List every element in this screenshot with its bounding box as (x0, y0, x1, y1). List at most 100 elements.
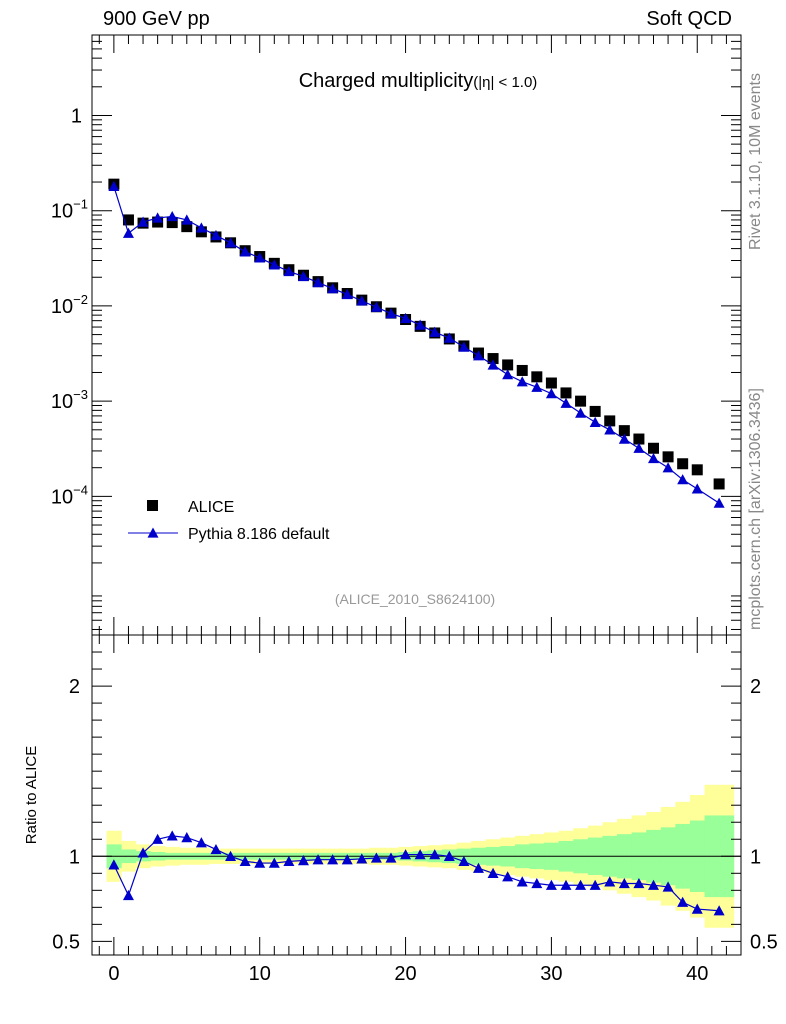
pythia-data-point (152, 212, 164, 223)
pythia-data-point (414, 319, 426, 330)
pythia-data-point (181, 214, 193, 225)
ratio-data-point (297, 855, 309, 866)
pythia-data-point (210, 229, 222, 241)
ratio-data-point (400, 849, 412, 860)
ratio-data-point (225, 850, 237, 861)
ratio-data-point (370, 852, 382, 863)
ratio-data-point (633, 878, 645, 889)
pythia-data-point (560, 397, 572, 408)
ratio-data-point (327, 854, 339, 865)
ratio-data-point (429, 849, 441, 860)
pythia-data-point (137, 216, 149, 227)
ratio-data-point (691, 903, 703, 914)
main-y-tick-exponent: −3 (73, 387, 88, 402)
alice-data-point (487, 353, 499, 365)
ratio-data-point (385, 852, 397, 863)
plot-title-main: Charged multiplicity (299, 70, 474, 92)
pythia-data-point (472, 350, 484, 361)
legend-pythia-marker (147, 527, 159, 538)
ratio-y-tick-label: 2 (69, 676, 80, 698)
legend-pythia-label: Pythia 8.186 default (188, 526, 330, 543)
alice-data-point (713, 478, 725, 490)
pythia-data-point (268, 259, 280, 270)
ratio-y-tick-label: 0.5 (52, 931, 80, 953)
main-y-tick-exponent: −4 (73, 482, 88, 497)
ratio-data-point (356, 853, 368, 864)
header-left-label: 900 GeV pp (103, 8, 210, 30)
pythia-data-point (283, 265, 295, 277)
alice-data-point (181, 221, 193, 233)
pythia-data-point (370, 301, 382, 312)
pythia-data-point (122, 227, 134, 238)
ratio-data-point (713, 905, 725, 916)
pythia-data-point (713, 497, 725, 508)
ratio-data-point (618, 878, 630, 889)
pythia-data-point (312, 277, 324, 288)
pythia-data-point (195, 222, 207, 233)
pythia-data-point (502, 369, 514, 380)
alice-data-point (122, 214, 134, 226)
ratio-data-point (647, 879, 659, 890)
analysis-label: (ALICE_2010_S8624100) (335, 591, 495, 607)
pythia-data-point (531, 381, 543, 392)
ratio-data-point (502, 871, 514, 882)
alice-data-point (545, 377, 557, 389)
ratio-data-point (122, 889, 134, 901)
ratio-series-group (108, 830, 725, 916)
ratio-data-point (210, 843, 222, 855)
ratio-data-point (268, 857, 280, 868)
alice-data-point (633, 433, 645, 445)
pythia-data-point (341, 288, 353, 300)
main-y-tick-exponent: −2 (73, 292, 88, 307)
alice-data-point (677, 458, 689, 470)
ratio-data-point (443, 850, 455, 861)
ratio-data-point (531, 878, 543, 889)
ratio-data-point (472, 862, 484, 873)
ratio-data-point (545, 879, 557, 890)
pythia-data-point (604, 424, 616, 435)
pythia-data-point (400, 312, 412, 324)
header-right-label: Soft QCD (646, 8, 732, 30)
alice-data-point (662, 451, 674, 463)
ratio-data-point (181, 832, 193, 843)
legend: ALICE Pythia 8.186 default (128, 499, 330, 543)
alice-data-point (604, 415, 616, 427)
main-y-tick-label: 10−1 (51, 197, 88, 223)
pythia-data-point (662, 462, 674, 473)
pythia-data-point (108, 180, 120, 192)
ratio-x-tick-label: 20 (394, 963, 416, 985)
ratio-x-tick-label: 40 (686, 963, 708, 985)
alice-data-point (691, 464, 703, 476)
main-y-axis: 1 10−1 10−2 10−3 10−4 (51, 34, 741, 630)
pythia-data-point (589, 416, 601, 427)
main-y-tick-label: 10−4 (51, 482, 88, 508)
plot-title-suffix: (|η| < 1.0) (473, 74, 537, 91)
pythia-data-point (575, 407, 587, 418)
ratio-data-point (516, 876, 528, 887)
ratio-data-point (575, 879, 587, 890)
ratio-y-tick-label-right: 1 (750, 846, 761, 868)
main-y-tick-exponent: −1 (73, 197, 88, 212)
alice-data-point (618, 425, 630, 437)
pythia-data-point (516, 376, 528, 387)
pythia-data-point (677, 474, 689, 485)
ratio-data-point (458, 855, 470, 867)
ratio-data-point (166, 830, 178, 841)
pythia-data-point (647, 452, 659, 464)
ratio-data-point (283, 855, 295, 867)
legend-alice-label: ALICE (188, 499, 234, 516)
alice-data-point (502, 359, 514, 371)
ratio-x-tick-label: 30 (540, 963, 562, 985)
ratio-data-point (137, 847, 149, 858)
ratio-data-point (108, 859, 120, 870)
pythia-data-point (297, 270, 309, 282)
main-y-tick-label: 10−2 (51, 292, 88, 318)
main-x-axis (98, 35, 727, 635)
ratio-plot-panel: 0.5 0.5 1 1 2 2 0 10 20 30 40 Ratio to ALICE (23, 634, 778, 985)
plot-title: Charged multiplicity(|η| < 1.0) (299, 70, 538, 92)
main-y-tick-label: 10−3 (51, 387, 88, 413)
pythia-data-point (327, 283, 339, 294)
pythia-data-point (691, 483, 703, 494)
main-plot-panel: 1 10−1 10−2 10−3 10−4 Charged multiplicity(|… (51, 34, 742, 636)
